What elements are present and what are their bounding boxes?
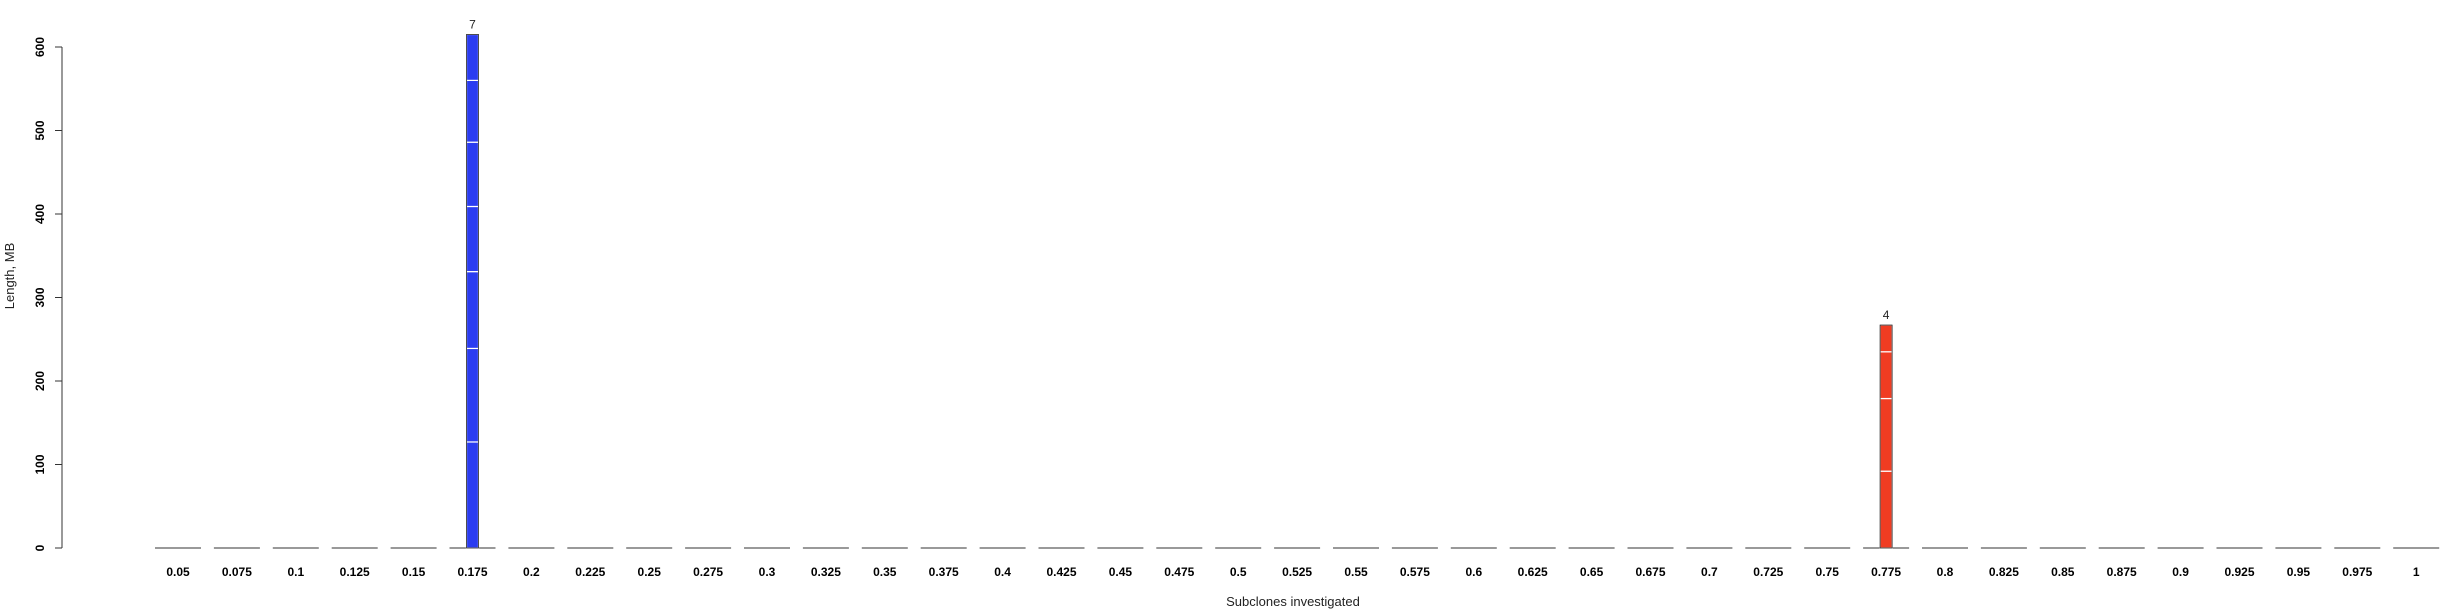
x-tick-label: 0.25 (638, 565, 662, 579)
bar-segment (465, 205, 480, 273)
y-tick-label: 200 (33, 371, 47, 391)
bar-segment (465, 79, 480, 143)
x-tick-label: 0.525 (1282, 565, 1312, 579)
y-tick-label: 0 (33, 544, 47, 551)
x-tick-label: 0.5 (1230, 565, 1247, 579)
bar-segment (1879, 351, 1893, 400)
bar-segment (1879, 397, 1893, 472)
x-tick-label: 0.825 (1989, 565, 2019, 579)
x-tick-label: 0.3 (759, 565, 776, 579)
x-tick-label: 0.425 (1046, 565, 1076, 579)
x-tick-label: 0.175 (457, 565, 487, 579)
x-axis-title: Subclones investigated (1226, 594, 1360, 609)
y-axis: 0 100 200 300 400 500 600 (33, 37, 63, 551)
x-tick-label: 0.05 (166, 565, 190, 579)
x-tick-label: 0.55 (1344, 565, 1368, 579)
bar-segment (1879, 470, 1893, 549)
x-tick-label: 0.075 (222, 565, 252, 579)
x-tick-label: 0.625 (1518, 565, 1548, 579)
y-tick-label: 400 (33, 204, 47, 224)
bars-group: 74 (155, 17, 2440, 549)
x-tick-label: 0.875 (2107, 565, 2137, 579)
x-tick-label: 0.45 (1109, 565, 1133, 579)
bar-count-label: 4 (1883, 308, 1890, 322)
x-tick-label: 0.65 (1580, 565, 1604, 579)
x-tick-label: 0.975 (2342, 565, 2372, 579)
x-tick-label: 0.675 (1635, 565, 1665, 579)
bar-segment (1879, 324, 1893, 353)
bar-outline (1879, 324, 1893, 549)
x-tick-label: 0.725 (1753, 565, 1783, 579)
x-tick-label: 0.8 (1937, 565, 1954, 579)
x-tick-label: 0.35 (873, 565, 897, 579)
x-tick-label: 0.925 (2224, 565, 2254, 579)
x-tick-label: 0.575 (1400, 565, 1430, 579)
y-tick-label: 600 (33, 37, 47, 57)
bar-segment (465, 33, 480, 81)
x-tick-label: 0.275 (693, 565, 723, 579)
x-tick-label: 0.4 (994, 565, 1011, 579)
y-tick-label: 100 (33, 454, 47, 474)
x-tick-label: 0.75 (1816, 565, 1840, 579)
x-tick-label: 0.375 (929, 565, 959, 579)
x-tick-label: 0.2 (523, 565, 540, 579)
y-tick-label: 500 (33, 120, 47, 140)
y-tick-label: 300 (33, 287, 47, 307)
bar-segment (465, 441, 480, 549)
bar-outline (466, 34, 479, 549)
x-axis-labels: 0.05 0.075 0.1 0.125 0.15 0.175 0.2 0.225 0.25 0.… (166, 565, 2420, 579)
bar-segment (465, 347, 480, 443)
bar-segment (465, 271, 480, 350)
x-tick-label: 0.225 (575, 565, 605, 579)
x-tick-label: 0.95 (2287, 565, 2311, 579)
x-tick-label: 0.1 (287, 565, 304, 579)
x-tick-label: 0.775 (1871, 565, 1901, 579)
x-tick-label: 0.325 (811, 565, 841, 579)
x-tick-label: 0.475 (1164, 565, 1194, 579)
x-tick-label: 1 (2413, 565, 2420, 579)
x-tick-label: 0.7 (1701, 565, 1718, 579)
y-axis-title: Length, MB (2, 243, 17, 310)
x-tick-label: 0.15 (402, 565, 426, 579)
bar-count-label: 7 (469, 17, 476, 31)
x-tick-label: 0.9 (2172, 565, 2189, 579)
x-tick-label: 0.85 (2051, 565, 2075, 579)
bar-segment (465, 141, 480, 208)
x-tick-label: 0.125 (340, 565, 370, 579)
x-tick-label: 0.6 (1465, 565, 1482, 579)
